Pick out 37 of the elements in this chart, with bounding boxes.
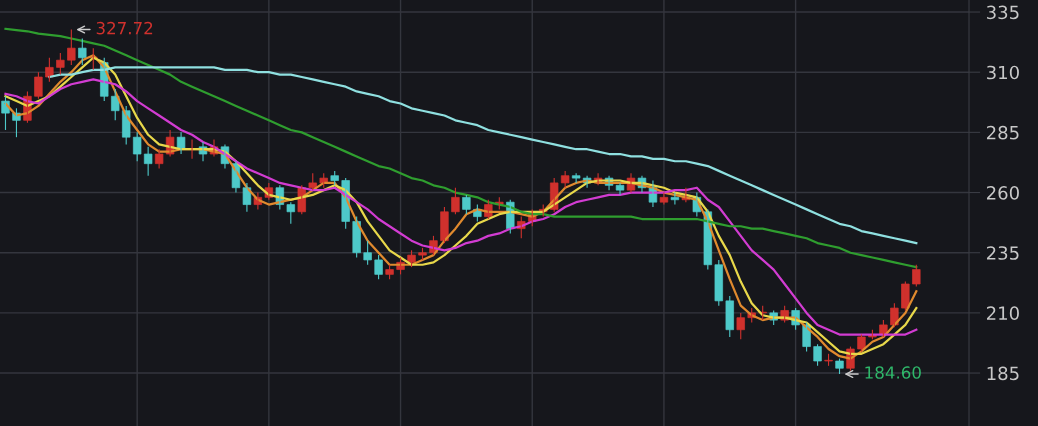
candlestick [34,71,43,100]
candlestick [571,172,581,184]
candlestick [725,295,734,338]
candlestick [154,148,164,170]
candlestick [143,146,153,177]
candlestick [418,247,427,261]
candlestick [890,302,899,328]
candlestick [319,172,328,189]
candlestick [1,95,10,131]
candlestick [78,37,87,66]
candlestick [440,206,449,244]
annotation: 327.72 [96,21,153,35]
annotation: 184.60 [865,366,921,379]
y-tick-label: 210 [986,306,1019,320]
candlestick [901,281,910,312]
y-tick-label: 335 [987,5,1019,20]
candlestick [67,29,76,66]
candlestick [462,194,471,215]
candlestick [912,264,921,287]
candlestick [363,240,372,266]
candlestick [615,182,625,196]
candlestick [813,343,822,367]
candlestick [824,353,833,367]
candlestick [374,254,383,280]
candlestick [56,52,65,76]
y-tick-label: 310 [987,65,1019,80]
y-tick-label: 285 [986,125,1019,140]
candlestick [659,191,669,206]
candlestick [132,131,142,162]
candlestick [736,312,745,340]
candlestick [45,57,54,83]
candlestick [286,201,295,225]
candlestick [451,187,460,215]
candlestick [714,259,723,307]
y-tick-label: 235 [986,246,1019,260]
y-tick-label: 185 [987,366,1019,381]
y-tick-label: 260 [986,186,1019,200]
